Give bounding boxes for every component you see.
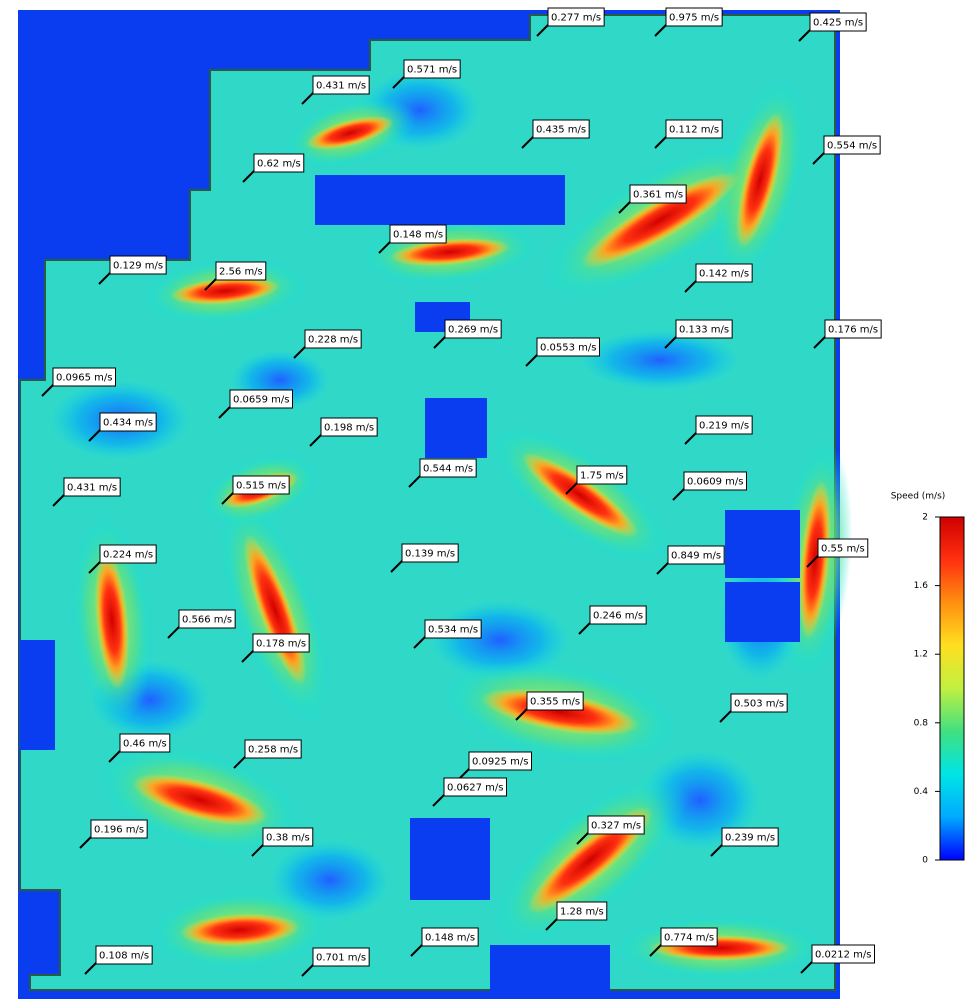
probe-label: 0.228 m/s — [308, 335, 358, 346]
probe-label: 0.975 m/s — [669, 13, 719, 24]
tick-label: 2 — [922, 513, 928, 523]
probe-label: 0.148 m/s — [425, 933, 475, 944]
probe-label: 0.701 m/s — [316, 953, 366, 964]
colorbar-title: Speed (m/s) — [891, 492, 946, 502]
probe-label: 0.0627 m/s — [447, 783, 504, 794]
colorbar-scale — [940, 517, 964, 860]
probe-label: 0.269 m/s — [448, 325, 498, 336]
tick-label: 0 — [922, 856, 928, 866]
contour-plot: 0.277 m/s 0.975 m/s 0.425 m/s 0.431 m/s 0.57… — [0, 0, 968, 999]
probe-label: 0.534 m/s — [428, 625, 478, 636]
probe-label: 0.849 m/s — [671, 551, 721, 562]
probe-label: 0.554 m/s — [827, 141, 877, 152]
probe-label: 0.178 m/s — [256, 639, 306, 650]
tick-label: 1.6 — [914, 581, 929, 591]
probe-label: 0.566 m/s — [182, 615, 232, 626]
probe-label: 0.0659 m/s — [233, 395, 290, 406]
tick-label: 1.2 — [914, 650, 928, 660]
probe-label: 0.0212 m/s — [815, 950, 872, 961]
probe-label: 0.327 m/s — [591, 821, 641, 832]
probe-label: 0.46 m/s — [123, 739, 167, 750]
probe-label: 0.0925 m/s — [472, 757, 529, 768]
probe-label: 0.62 m/s — [257, 159, 301, 170]
probe-label: 0.55 m/s — [821, 544, 865, 555]
probe-label: 2.56 m/s — [219, 267, 263, 278]
probe-label: 0.774 m/s — [664, 933, 714, 944]
probe-label: 1.28 m/s — [560, 907, 604, 918]
probe-label: 0.0965 m/s — [56, 373, 113, 384]
probe-label: 0.108 m/s — [99, 951, 149, 962]
probe-label: 0.219 m/s — [699, 421, 749, 432]
probe-label: 0.361 m/s — [633, 190, 683, 201]
probe-label: 0.129 m/s — [113, 261, 163, 272]
probe-label: 0.503 m/s — [734, 699, 784, 710]
probe-label: 0.112 m/s — [669, 125, 719, 136]
probe-label: 0.434 m/s — [103, 418, 153, 429]
probe-label: 1.75 m/s — [580, 471, 624, 482]
probe-label: 0.196 m/s — [94, 825, 144, 836]
probe-label: 0.246 m/s — [593, 611, 643, 622]
probe-label: 0.355 m/s — [530, 697, 580, 708]
probe-label: 0.431 m/s — [67, 483, 117, 494]
probe-label: 0.544 m/s — [423, 464, 473, 475]
probe-label: 0.176 m/s — [828, 325, 878, 336]
probe-label: 0.239 m/s — [725, 833, 775, 844]
colorbar: Speed (m/s) 0 0.4 0.8 1.2 1.6 2 — [891, 492, 964, 866]
tick-label: 0.4 — [914, 787, 929, 797]
probe-label: 0.224 m/s — [103, 550, 153, 561]
probe-label: 0.277 m/s — [551, 13, 601, 24]
probe-label: 0.38 m/s — [266, 833, 310, 844]
probe-label: 0.198 m/s — [324, 423, 374, 434]
page: 0.277 m/s 0.975 m/s 0.425 m/s 0.431 m/s 0.57… — [0, 0, 968, 999]
cold-zone — [580, 330, 740, 390]
probe-label: 0.435 m/s — [536, 125, 586, 136]
probe-label: 0.142 m/s — [699, 269, 749, 280]
probe-label: 0.571 m/s — [407, 65, 457, 76]
probe-label: 0.139 m/s — [405, 549, 455, 560]
probe-label: 0.148 m/s — [393, 230, 443, 241]
probe-label: 0.133 m/s — [679, 325, 729, 336]
probe-label: 0.0553 m/s — [540, 343, 597, 354]
probe-label: 0.425 m/s — [813, 18, 863, 29]
probe-label: 0.431 m/s — [316, 81, 366, 92]
probe-label: 0.0609 m/s — [687, 477, 744, 488]
probe-label: 0.258 m/s — [248, 745, 298, 756]
probe-label: 0.515 m/s — [236, 481, 286, 492]
tick-label: 0.8 — [914, 718, 929, 728]
